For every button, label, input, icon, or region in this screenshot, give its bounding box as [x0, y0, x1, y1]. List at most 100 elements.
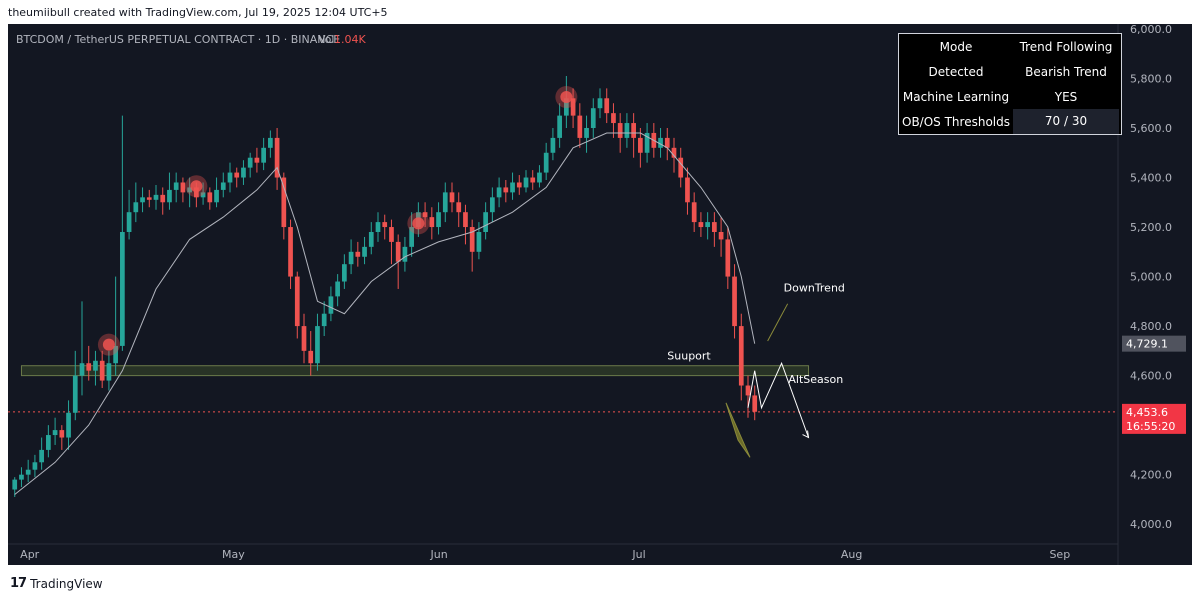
candle-body [644, 132, 650, 153]
candle-body [72, 375, 78, 413]
y-tick-label: 4,600.0 [1130, 370, 1172, 383]
candle-body [368, 232, 374, 247]
candle-body [712, 222, 717, 232]
candle-body [691, 202, 697, 223]
candle-body [153, 194, 159, 200]
moving-average-line [14, 132, 756, 495]
y-tick-label: 5,400.0 [1130, 172, 1172, 185]
tradingview-logo[interactable]: 17 TradingView [10, 576, 103, 591]
candle-body [382, 222, 388, 228]
symbol-title: BTCDOM / TetherUS PERPETUAL CONTRACT · 1… [16, 33, 340, 46]
candle-body [19, 474, 24, 480]
downtrend-label: DownTrend [784, 281, 845, 294]
candle-body [32, 462, 38, 470]
candle-body [146, 197, 152, 200]
candle-body [79, 363, 85, 376]
candle-body [624, 123, 630, 138]
candle-body [449, 192, 455, 203]
candle-body [194, 187, 199, 198]
altseason-path [747, 361, 809, 438]
signal-marker [190, 180, 203, 193]
support-label: Suuport [667, 350, 711, 363]
candle-body [523, 177, 529, 188]
y-tick-label: 5,200.0 [1130, 221, 1172, 234]
attribution-bar: theumiibull created with TradingView.com… [0, 0, 1200, 24]
indicator-table: Mode Trend Following Detected Bearish Tren… [898, 33, 1122, 135]
candle-body [597, 98, 603, 109]
volume-label: Vol [318, 33, 334, 46]
candle-body [503, 187, 509, 193]
candle-body [510, 182, 515, 193]
candle-body [516, 182, 522, 188]
candle-body [173, 182, 179, 190]
support-zone [20, 365, 810, 377]
candle-body [113, 345, 118, 364]
signal-marker [560, 91, 573, 104]
candle-body [133, 202, 139, 213]
candle-body [66, 412, 71, 438]
candle-body [59, 430, 65, 438]
candle-body [187, 187, 192, 193]
y-tick-label: 4,800.0 [1130, 320, 1172, 333]
attribution-text: theumiibull created with TradingView.com… [8, 6, 388, 19]
candle-body [126, 212, 132, 232]
x-tick-label: Jul [631, 548, 645, 561]
current-price-text: 4,453.6 [1126, 406, 1168, 419]
signal-marker [412, 217, 425, 230]
candle-body [355, 251, 361, 257]
candle-body [530, 177, 536, 183]
candle-body [442, 192, 448, 213]
y-tick-label: 4,000.0 [1130, 518, 1172, 531]
candle-body [362, 246, 367, 257]
candle-body [335, 281, 340, 297]
candle-body [281, 177, 287, 228]
candle-body [200, 192, 206, 198]
candle-body [725, 239, 731, 277]
ml-label: Machine Learning [902, 89, 1010, 104]
candle-body [12, 479, 18, 490]
y-tick-label: 4,200.0 [1130, 469, 1172, 482]
candle-body [93, 360, 98, 371]
x-tick-label: Apr [20, 548, 40, 561]
y-tick-label: 5,800.0 [1130, 72, 1172, 85]
candle-body [402, 246, 408, 262]
candle-body [86, 363, 92, 371]
threshold-label: OB/OS Thresholds [902, 114, 1010, 129]
candle-body [698, 222, 704, 228]
x-tick-label: Sep [1049, 548, 1070, 561]
candle-body [140, 197, 145, 203]
tradingview-logo-text: TradingView [30, 576, 103, 591]
candle-body [752, 395, 758, 412]
altseason-arrowhead [802, 430, 810, 439]
candle-body [631, 123, 636, 138]
candle-body [220, 182, 226, 190]
candle-body [268, 137, 273, 148]
altseason-label: AltSeason [788, 373, 843, 386]
candle-body [106, 363, 112, 381]
candle-body [261, 147, 266, 163]
candle-body [685, 177, 690, 203]
candle-body [422, 212, 428, 218]
volume-value: 1.04K [334, 33, 366, 46]
threshold-value: 70 / 30 [1013, 109, 1119, 134]
candle-body [315, 326, 320, 364]
candle-body [39, 449, 44, 463]
ma-price-text: 4,729.1 [1126, 338, 1168, 351]
candle-body [638, 137, 643, 153]
tradingview-logo-icon: 17 [10, 576, 27, 591]
candle-body [207, 192, 213, 203]
candle-body [577, 115, 583, 138]
x-tick-label: Jun [430, 548, 448, 561]
candle-body [664, 137, 670, 148]
candle-body [550, 137, 556, 153]
candle-body [25, 469, 31, 475]
candle-body [617, 123, 623, 138]
candle-body [564, 98, 569, 116]
candle-body [375, 222, 381, 232]
y-tick-label: 5,000.0 [1130, 271, 1172, 284]
x-tick-label: May [222, 548, 245, 561]
candle-body [254, 157, 260, 163]
candle-body [389, 227, 394, 242]
price-chart[interactable]: 6,000.0 5,800.0 5,600.0 5,400.0 5,200.0 5,000… [8, 23, 1192, 565]
candle-body [678, 157, 684, 178]
